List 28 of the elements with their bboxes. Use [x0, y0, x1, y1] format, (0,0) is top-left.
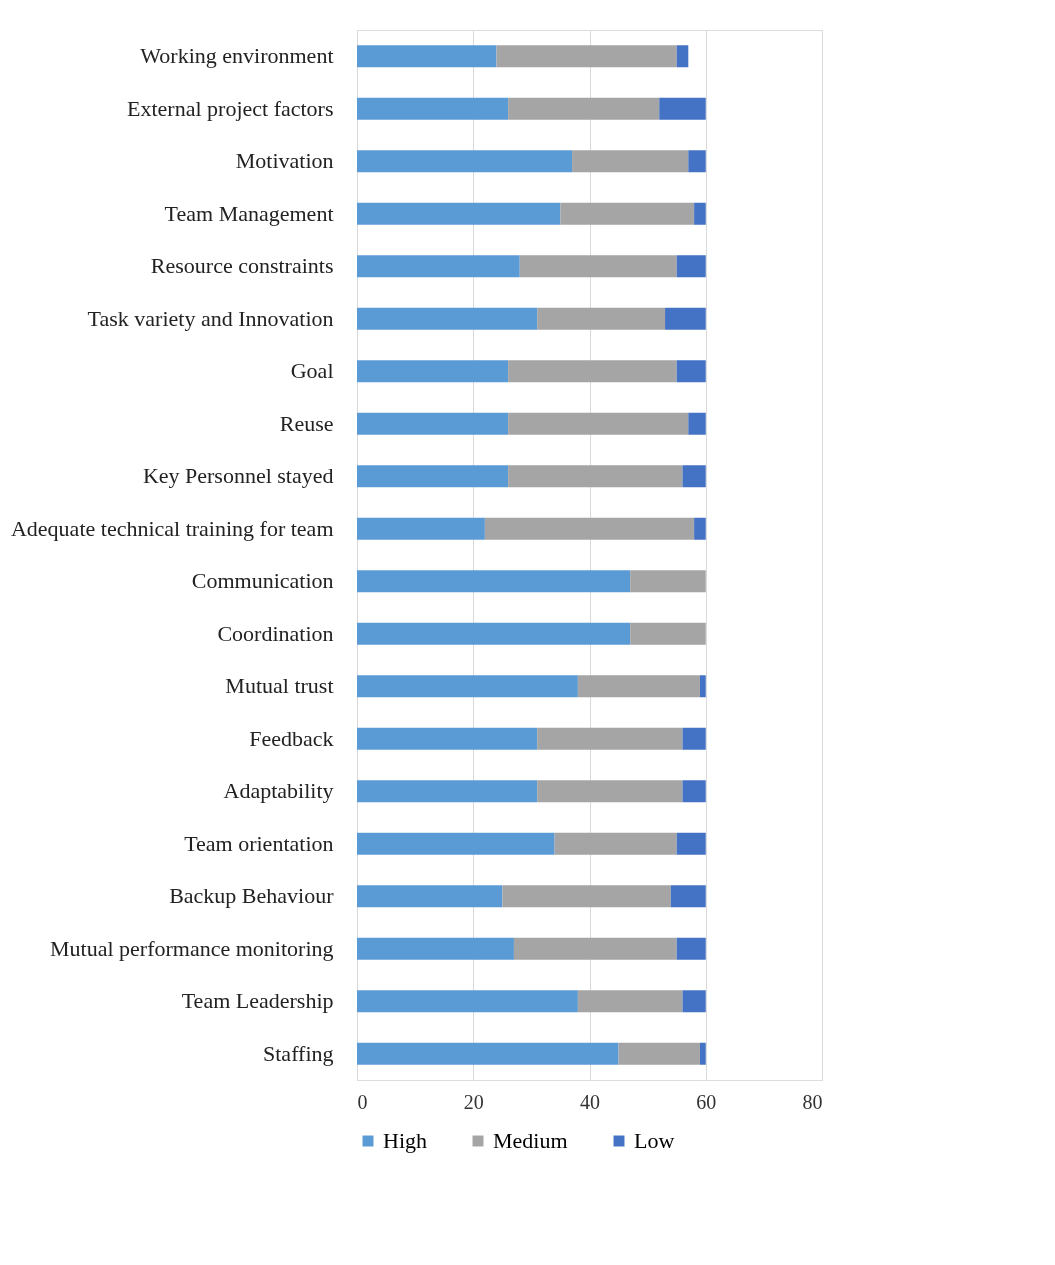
y-tick-label: Team Management	[164, 200, 334, 226]
y-tick-label: Mutual performance monitoring	[50, 935, 334, 961]
y-tick-label: Mutual trust	[225, 673, 334, 699]
y-tick-label: Task variety and Innovation	[87, 305, 334, 331]
y-tick-label: Goal	[290, 358, 334, 384]
y-tick-label: Working environment	[140, 43, 334, 69]
x-tick-label: 60	[696, 1090, 717, 1113]
legend-label: High	[383, 1128, 427, 1153]
y-tick-label: Reuse	[279, 410, 334, 436]
y-tick-label: Motivation	[235, 148, 334, 174]
x-tick-label: 0	[357, 1090, 368, 1113]
x-tick-label: 80	[802, 1090, 823, 1113]
y-tick-label: Adaptability	[223, 778, 334, 804]
y-tick-label: Team Leadership	[181, 988, 334, 1014]
x-tick-label: 40	[580, 1090, 600, 1113]
y-tick-label: Resource constraints	[150, 253, 334, 279]
y-tick-label: External project factors	[127, 95, 334, 121]
legend-label: Medium	[493, 1128, 568, 1153]
y-tick-label: Feedback	[249, 725, 334, 751]
y-tick-label: Team orientation	[184, 830, 334, 856]
y-tick-label: Adequate technical training for team	[10, 515, 334, 541]
y-tick-label: Coordination	[217, 620, 334, 646]
y-tick-label: Backup Behaviour	[169, 883, 335, 909]
y-tick-label: Staffing	[263, 1040, 334, 1066]
x-tick-label: 20	[463, 1090, 484, 1113]
legend-label: Low	[634, 1128, 675, 1153]
y-tick-label: Communication	[191, 568, 334, 594]
y-tick-label: Key Personnel stayed	[142, 463, 334, 489]
